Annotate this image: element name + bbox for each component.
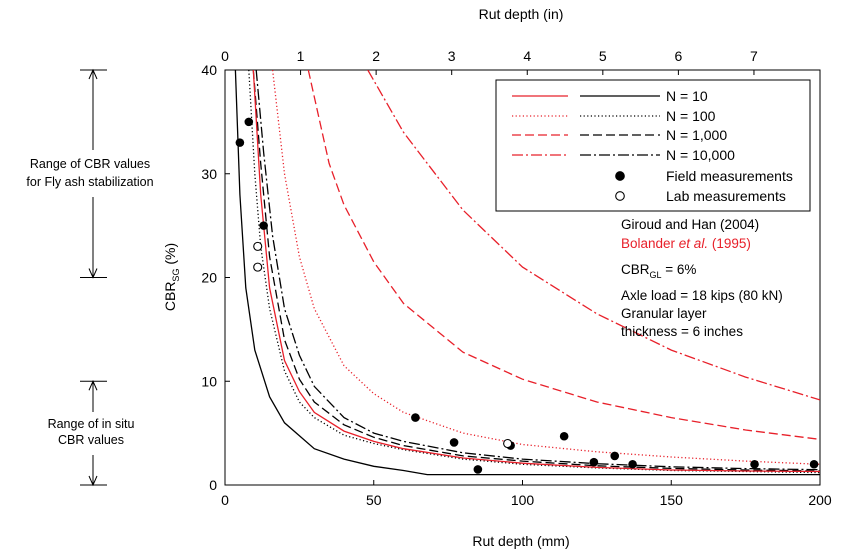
lab-measurement-point — [503, 438, 513, 449]
legend-box — [495, 79, 811, 212]
legend-label: N = 10 — [666, 88, 708, 104]
annotation-notes: Giroud and Han (2004) Bolander et al. (1… — [621, 217, 783, 339]
legend-label: N = 10,000 — [666, 147, 735, 163]
top-tick-label: 1 — [297, 48, 305, 64]
field-measurement-point — [473, 465, 483, 474]
legend-label: Lab measurements — [666, 188, 786, 204]
field-measurement-point — [589, 457, 599, 467]
fly-ash-range-down-arrowhead — [88, 268, 98, 279]
x-tick-label: 200 — [808, 492, 832, 508]
note-layer-2: thickness = 6 inches — [621, 324, 743, 339]
legend: N = 10 N = 100 N = 1,000 N = 10,000 Field me… — [495, 79, 811, 212]
field-measurement-point — [259, 221, 268, 230]
y-tick-label: 40 — [201, 62, 217, 78]
top-tick-label: 7 — [750, 48, 758, 64]
in-situ-range-up-arrowhead — [88, 380, 98, 391]
legend-marker-filled — [615, 171, 625, 181]
field-measurement-point — [449, 438, 459, 447]
x-tick-label: 50 — [366, 492, 382, 508]
giroud-curve-dashed — [252, 70, 820, 472]
marker-group — [235, 117, 819, 474]
x-tick-label: 100 — [511, 492, 535, 508]
y-tick-label: 0 — [209, 477, 217, 493]
curve-group — [234, 70, 820, 476]
bolander-curve-dotted — [271, 70, 820, 465]
field-measurement-point — [750, 459, 759, 469]
field-measurement-point — [809, 459, 819, 469]
in-situ-range-label-2: CBR values — [58, 433, 124, 447]
y-tick-label: 20 — [201, 270, 217, 286]
legend-label: Field measurements — [666, 168, 793, 184]
legend-label: N = 100 — [666, 108, 716, 124]
fly-ash-range-label-1: Range of CBR values — [30, 157, 150, 171]
field-measurement-point — [610, 451, 620, 461]
legend-marker-open — [615, 191, 625, 201]
field-measurement-point — [244, 117, 254, 127]
x-tick-label: 0 — [221, 492, 229, 508]
y-tick-label: 30 — [201, 166, 217, 182]
note-bolander: Bolander et al. (1995) — [621, 236, 751, 251]
note-layer-1: Granular layer — [621, 306, 707, 321]
x-axis-label: Rut depth (mm) — [472, 533, 569, 549]
in-situ-range-label-1: Range of in situ — [48, 417, 135, 431]
x-tick-label: 150 — [660, 492, 684, 508]
note-axle-load: Axle load = 18 kips (80 kN) — [621, 288, 783, 303]
top-tick-label: 2 — [372, 48, 380, 64]
bolander-curve-solid — [252, 70, 820, 473]
y-tick-label: 10 — [201, 373, 217, 389]
note-cbr-gl: CBRGL = 6% — [621, 262, 696, 280]
top-axis-ticks: 0 1 2 3 4 5 6 7 — [221, 48, 758, 75]
top-tick-label: 6 — [674, 48, 682, 64]
giroud-curve-dashdot — [255, 70, 820, 471]
field-measurement-point — [559, 431, 569, 441]
fly-ash-range-up-arrowhead — [88, 68, 98, 80]
lab-measurement-point — [253, 262, 263, 272]
top-tick-label: 0 — [221, 48, 229, 64]
bolander-curve-dashed — [307, 70, 820, 441]
top-tick-label: 3 — [448, 48, 456, 64]
x-axis-ticks: 0 50 100 150 200 — [221, 480, 832, 508]
fly-ash-range-label-2: for Fly ash stabilization — [26, 175, 153, 189]
legend-label: N = 1,000 — [666, 127, 727, 143]
range-annotations: Range of CBR values for Fly ash stabiliz… — [26, 68, 154, 487]
in-situ-range-down-arrowhead — [88, 475, 98, 487]
field-measurement-point — [411, 413, 420, 422]
field-measurement-point — [235, 138, 245, 147]
top-axis-label: Rut depth (in) — [479, 6, 564, 22]
y-axis-label: CBRSG (%) — [162, 243, 181, 311]
y-axis-ticks: 0 10 20 30 40 — [201, 62, 230, 493]
top-tick-label: 5 — [599, 48, 607, 64]
giroud-curve-solid — [234, 70, 820, 476]
note-giroud: Giroud and Han (2004) — [621, 217, 759, 232]
field-measurement-point — [628, 459, 637, 469]
top-tick-label: 4 — [523, 48, 531, 64]
lab-measurement-point — [253, 241, 263, 251]
